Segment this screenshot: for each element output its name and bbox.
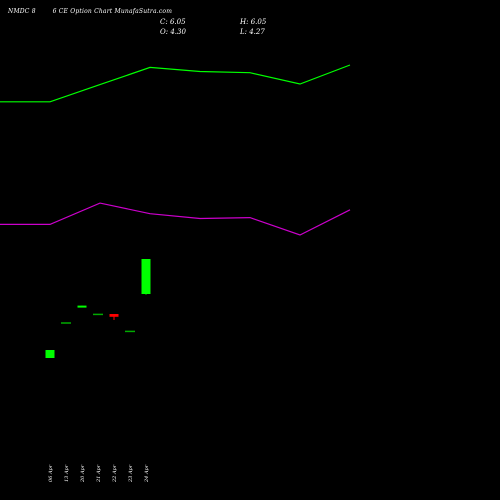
candle-24-apr	[141, 259, 151, 295]
symbol-label: NMDC 8	[8, 8, 36, 15]
x-axis-labels: 06 Apr 13 Apr 20 Apr 21 Apr 22 Apr 23 Apr 24 A…	[48, 464, 150, 483]
x-tick-label: 22 Apr	[112, 464, 118, 483]
candle-20-apr	[77, 305, 87, 308]
band-line-1	[0, 64, 351, 103]
open-readout: O: 4.30	[160, 28, 186, 36]
chart-subtitle: 6 CE Option Chart MunafaSutra.com	[52, 8, 173, 15]
candle-22-apr	[109, 314, 119, 320]
band-lines	[0, 64, 351, 236]
candle-body	[45, 350, 55, 358]
x-tick-label: 23 Apr	[128, 464, 134, 483]
low-readout: L: 4.27	[240, 28, 265, 36]
high-readout: H: 6.05	[240, 18, 267, 26]
chart-title: NMDC 8 6 CE Option Chart MunafaSutra.com	[8, 8, 172, 15]
close-readout: C: 6.05	[160, 18, 186, 26]
candles	[45, 259, 151, 358]
x-tick-label: 13 Apr	[64, 464, 70, 482]
x-tick-label: 21 Apr	[96, 464, 102, 483]
candle-body	[109, 314, 119, 317]
candle-06-apr	[45, 350, 55, 358]
x-tick-label: 24 Apr	[144, 464, 150, 483]
x-tick-label: 06 Apr	[48, 464, 54, 482]
candle-body	[77, 305, 87, 308]
candle-body	[141, 259, 151, 294]
x-tick-label: 20 Apr	[80, 464, 86, 483]
band-line-2	[0, 202, 351, 236]
